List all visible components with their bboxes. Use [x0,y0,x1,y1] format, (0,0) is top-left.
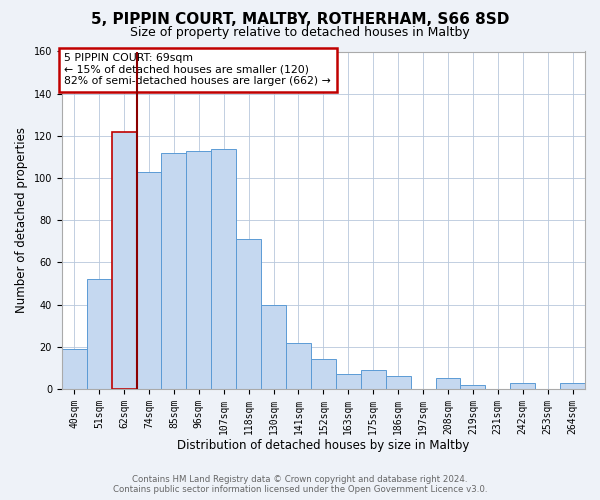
Bar [187,150,211,389]
Y-axis label: Number of detached properties: Number of detached properties [15,127,28,313]
Bar [311,360,336,389]
Bar [236,239,261,389]
Text: Contains HM Land Registry data © Crown copyright and database right 2024.
Contai: Contains HM Land Registry data © Crown c… [113,474,487,494]
Bar [436,378,460,389]
Bar [261,304,286,389]
Bar [211,148,236,389]
Bar [86,280,112,389]
Bar [361,370,386,389]
Bar [112,132,137,389]
Bar [510,382,535,389]
Bar [460,385,485,389]
Bar [161,152,187,389]
Bar [560,382,585,389]
Bar [286,342,311,389]
X-axis label: Distribution of detached houses by size in Maltby: Distribution of detached houses by size … [177,440,470,452]
Bar [137,172,161,389]
Bar [386,376,410,389]
Text: 5 PIPPIN COURT: 69sqm
← 15% of detached houses are smaller (120)
82% of semi-det: 5 PIPPIN COURT: 69sqm ← 15% of detached … [64,53,331,86]
Text: 5, PIPPIN COURT, MALTBY, ROTHERHAM, S66 8SD: 5, PIPPIN COURT, MALTBY, ROTHERHAM, S66 … [91,12,509,28]
Bar [336,374,361,389]
Bar [62,349,86,389]
Text: Size of property relative to detached houses in Maltby: Size of property relative to detached ho… [130,26,470,39]
